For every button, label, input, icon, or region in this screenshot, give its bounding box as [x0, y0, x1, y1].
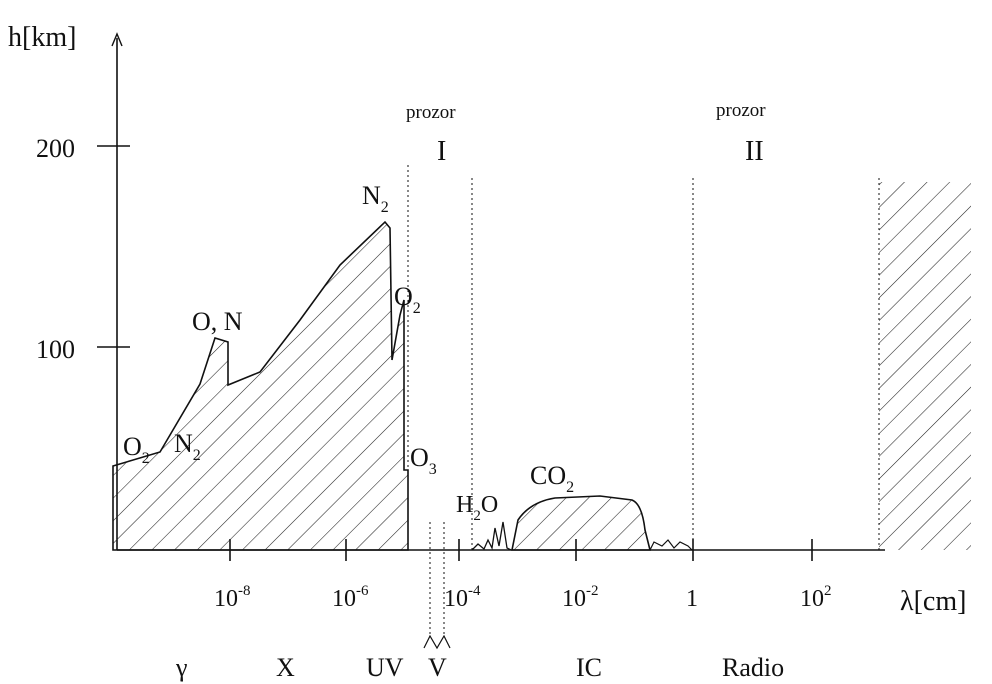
gas-label-h2o: H2O	[456, 492, 498, 524]
x-tick-label-1e-2: 10-2	[562, 583, 599, 612]
y-axis-arrow	[111, 32, 123, 47]
x-tick-label-1: 1	[686, 586, 698, 612]
absorption-region-co2	[511, 495, 652, 551]
x-tick-label-1e-4: 10-4	[444, 583, 481, 612]
absorption-region-main	[112, 220, 409, 551]
gas-label-o2-low: O2	[123, 432, 150, 467]
gas-label-co2: CO2	[530, 461, 574, 496]
band-label-radio: Radio	[722, 653, 784, 682]
gas-label-o3: O3	[410, 443, 437, 478]
gas-label-n2-low: N2	[174, 429, 201, 464]
band-label-gamma: γ	[175, 653, 188, 682]
window-2-numeral: II	[745, 136, 764, 167]
x-tick-label-1e2: 102	[800, 583, 832, 612]
gas-label-n2-peak: N2	[362, 181, 389, 216]
x-axis-label: λ[cm]	[900, 586, 966, 617]
absorption-region-radio	[879, 182, 971, 550]
window-1-numeral: I	[437, 136, 446, 167]
band-label-x-ray: X	[276, 653, 295, 682]
y-axis-label: h[km]	[8, 22, 76, 53]
x-tick-label-1e-8: 10-8	[214, 583, 251, 612]
band-label-uv: UV	[366, 653, 404, 682]
gas-label-o2-uv: O2	[394, 282, 421, 317]
band-label-infrared: IC	[576, 653, 602, 682]
window-1-title: prozor	[406, 102, 456, 123]
ir-residual-absorption	[649, 539, 693, 551]
y-tick-label-100: 100	[36, 335, 75, 364]
window-2-title: prozor	[716, 100, 766, 121]
y-tick-label-200: 200	[36, 134, 75, 163]
gas-label-o-n: O, N	[192, 307, 243, 336]
visible-band-bracket	[423, 634, 451, 650]
band-label-visible: V	[428, 653, 447, 682]
x-tick-label-1e-6: 10-6	[332, 583, 369, 612]
h2o-absorption	[471, 521, 512, 551]
